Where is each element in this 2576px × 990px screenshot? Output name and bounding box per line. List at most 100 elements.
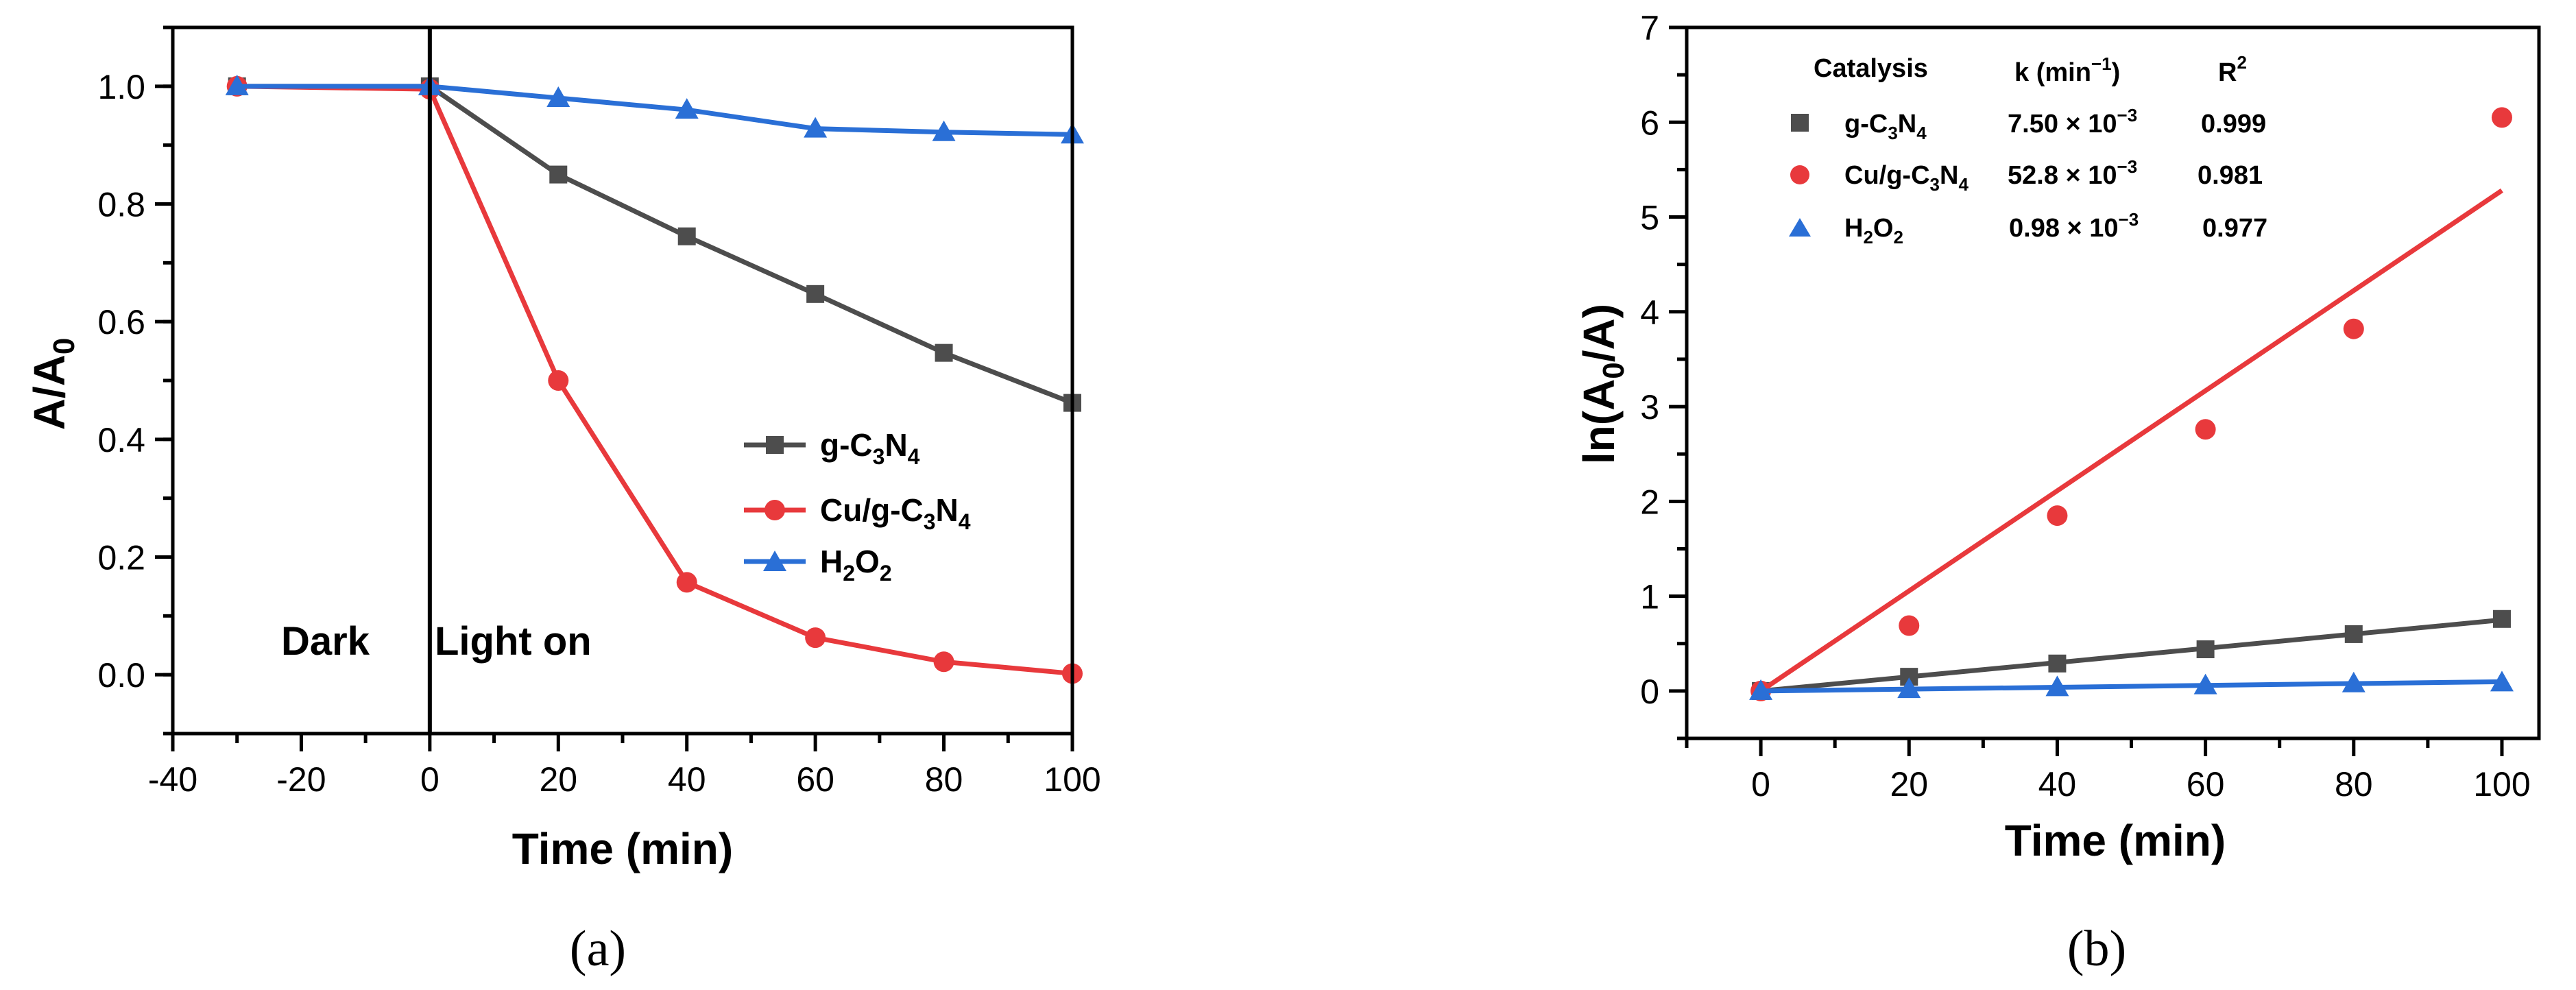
legend-b-h2o2: H2O2 0.98 × 10−3 0.977	[1789, 209, 2267, 248]
a-y-tick-label: 1.0	[97, 68, 145, 106]
legend-b-cu: Cu/g-C3N4 52.8 × 10−3 0.981	[1790, 156, 2263, 195]
legend-a-cu-marker	[765, 500, 785, 520]
a-point-h2o2	[804, 117, 828, 138]
chart-a-y-tick-labels: 0.0 0.2 0.4 0.6 0.8 1.0	[97, 68, 145, 695]
a-point-cu	[933, 651, 954, 673]
b-point-h2o2	[2045, 675, 2069, 697]
b-fit-line-h2o2	[1761, 679, 2503, 694]
a-point-cu	[805, 627, 826, 649]
b-x-tick-label: 40	[2038, 765, 2077, 804]
panel-a-label: (a)	[570, 921, 626, 977]
a-x-tick-label: -40	[148, 760, 197, 799]
chart-b-series	[1749, 107, 2514, 701]
a-x-tick-label: 40	[668, 760, 706, 799]
legend-b-gc3n4-marker	[1791, 114, 1809, 132]
a-y-tick-label: 0.8	[97, 186, 145, 224]
a-y-tick-label: 0.4	[97, 421, 145, 459]
b-point-cu	[2047, 505, 2068, 527]
b-point-h2o2	[1897, 677, 1921, 699]
chart-b-x-axis-title: Time (min)	[2005, 816, 2226, 865]
chart-panel-a: Dark Light on -40 -20 0 20 40 60 80 100 0.00.20…	[25, 25, 1101, 977]
a-point-h2o2	[932, 120, 956, 141]
b-fit-line-cu	[1759, 188, 2503, 693]
chart-a-x-tick-labels: -40 -20 0 20 40 60 80 100	[148, 760, 1101, 799]
a-y-tick-label: 0.6	[97, 303, 145, 341]
a-x-tick-label: 0	[420, 760, 440, 799]
b-point-cu	[2343, 318, 2364, 339]
b-y-tick-label: 0	[1640, 673, 1659, 711]
b-point-cu	[2491, 107, 2512, 128]
b-x-tick-label: 0	[1751, 765, 1770, 804]
b-y-tick-label: 6	[1640, 104, 1659, 142]
a-x-tick-label: 100	[1044, 760, 1100, 799]
legend-a-gc3n4: g-C3N4	[744, 427, 920, 469]
a-point-h2o2	[675, 98, 699, 119]
b-y-tick-label: 2	[1640, 483, 1659, 521]
a-y-tick-label: 0.0	[97, 656, 145, 695]
a-x-tick-label: 20	[539, 760, 577, 799]
chart-b-frame	[1685, 25, 2541, 740]
a-point-h2o2	[225, 74, 249, 95]
panel-b-label: (b)	[2067, 921, 2126, 977]
b-point-cu	[2195, 419, 2216, 440]
dark-annotation: Dark	[281, 619, 370, 664]
b-point-gc3n4	[2048, 654, 2067, 673]
chart-b-y-tick-labels: 0 1 2 3 4 5 6 7	[1640, 9, 1659, 711]
svg-text:0.999: 0.999	[2201, 110, 2266, 138]
b-point-h2o2	[2342, 671, 2366, 692]
b-point-h2o2	[2490, 671, 2514, 692]
chart-a-x-axis-title: Time (min)	[512, 824, 733, 873]
b-y-tick-label: 4	[1640, 293, 1659, 332]
chart-a-frame	[171, 25, 1074, 736]
table-header-catalysis: Catalysis	[1814, 54, 1928, 83]
table-header-r2: R2	[2218, 52, 2247, 87]
svg-text:Cu/g-C3N4: Cu/g-C3N4	[820, 492, 971, 534]
b-point-gc3n4	[2344, 625, 2363, 643]
svg-text:0.977: 0.977	[2202, 214, 2267, 243]
legend-a-cu: Cu/g-C3N4	[744, 492, 971, 534]
b-point-gc3n4	[2196, 640, 2215, 659]
b-point-h2o2	[2193, 673, 2217, 695]
b-x-tick-label: 80	[2335, 765, 2373, 804]
b-point-gc3n4	[2492, 609, 2511, 628]
a-point-cu	[676, 572, 697, 593]
legend-b-h2o2-marker	[1789, 218, 1811, 237]
b-x-tick-label: 60	[2187, 765, 2225, 804]
b-point-h2o2	[1749, 679, 1773, 700]
a-point-gc3n4	[806, 285, 825, 303]
svg-text:0.981: 0.981	[2198, 161, 2263, 190]
b-y-tick-label: 7	[1640, 9, 1659, 47]
a-x-tick-label: -20	[276, 760, 326, 799]
a-point-gc3n4	[935, 343, 953, 362]
a-x-tick-label: 80	[925, 760, 963, 799]
svg-text:g-C3N4: g-C3N4	[1844, 110, 1927, 143]
svg-text:52.8 × 10−3: 52.8 × 10−3	[2008, 156, 2137, 190]
b-y-tick-label: 5	[1640, 199, 1659, 237]
legend-b-cu-marker	[1790, 165, 1809, 184]
a-y-tick-label: 0.2	[97, 539, 145, 577]
chart-panel-b: 0 20 40 60 80 100 0 1 2 3 4 5 6 7 Time (min) ln(A0/A…	[1574, 9, 2541, 977]
light-on-annotation: Light on	[435, 619, 592, 664]
chart-b-x-tick-labels: 0 20 40 60 80 100	[1751, 765, 2530, 804]
b-y-tick-label: 3	[1640, 388, 1659, 426]
b-fit-line-gc3n4	[1760, 617, 2503, 694]
a-point-gc3n4	[677, 227, 696, 245]
svg-text:Cu/g-C3N4: Cu/g-C3N4	[1844, 161, 1969, 195]
chart-b-y-axis-title: ln(A0/A)	[1574, 304, 1630, 464]
legend-a-h2o2-marker	[763, 551, 786, 571]
a-x-tick-label: 60	[796, 760, 834, 799]
chart-b-legend-table: Catalysis k (min−1) R2 g-C3N4 7.50 × 10−…	[1789, 52, 2267, 248]
legend-a-gc3n4-marker	[766, 436, 784, 454]
a-point-cu	[548, 370, 569, 391]
legend-b-gc3n4: g-C3N4 7.50 × 10−3 0.999	[1791, 105, 2266, 143]
table-header-k: k (min−1)	[2014, 53, 2120, 87]
svg-text:7.50 × 10−3: 7.50 × 10−3	[2008, 105, 2137, 138]
b-x-tick-label: 20	[1890, 765, 1928, 804]
svg-text:g-C3N4: g-C3N4	[820, 427, 920, 469]
a-point-h2o2	[546, 86, 570, 107]
b-y-tick-label: 1	[1640, 578, 1659, 616]
b-point-cu	[1899, 615, 1920, 636]
a-point-gc3n4	[549, 165, 568, 184]
b-x-tick-label: 100	[2473, 765, 2530, 804]
